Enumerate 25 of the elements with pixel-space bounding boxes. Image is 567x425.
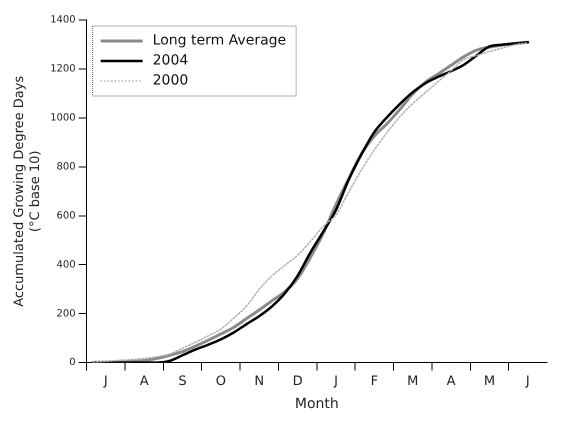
y-tick-label: 1200 [50,64,76,75]
y-tick-label: 0 [69,357,76,368]
x-tick-label: A [446,374,456,389]
y-tick-label: 400 [56,259,76,270]
x-tick-label: M [407,374,418,389]
x-tick-label: F [370,374,378,389]
legend-label: Long term Average [152,32,286,49]
x-tick-label: J [333,374,338,389]
legend-label: 2004 [152,52,188,69]
x-tick-label: N [254,374,264,389]
y-tick-label: 1400 [50,14,76,26]
x-tick-label: D [292,374,303,389]
x-tick-label: S [178,374,187,389]
legend-label: 2000 [152,72,188,89]
x-tick-label: A [140,374,149,389]
x-tick-label: J [524,374,530,389]
y-tick-label: 200 [56,308,76,320]
y-tick-label: 1000 [50,112,76,124]
x-tick-label: J [102,374,108,389]
y-tick-label: 800 [56,161,76,172]
y-axis-title: Accumulated Growing Degree Days (°C base 10) [12,76,43,307]
x-axis-title: Month [294,396,339,412]
x-tick-label: O [216,374,226,389]
x-tick-label: M [484,374,496,389]
y-tick-label: 600 [56,210,76,222]
